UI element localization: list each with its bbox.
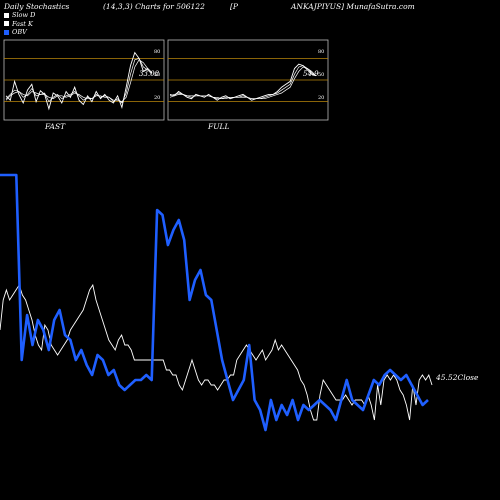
full-series-line-1 (169, 63, 317, 101)
legend-swatch-obv (4, 29, 9, 35)
full-level-80: 80 (318, 49, 324, 55)
fast-level-50: 50 (154, 72, 160, 78)
legend-swatch-fast-k (4, 21, 9, 27)
full-series-line-2 (169, 65, 317, 100)
legend-item-slow-d: Slow D (4, 11, 35, 20)
full-level-50: 50 (318, 72, 324, 78)
panel-full-label: FULL (208, 122, 230, 131)
legend-label-obv: OBV (12, 28, 27, 36)
fast-level-20: 20 (154, 95, 160, 101)
full-series-line-3 (169, 66, 317, 100)
header-symbol-site: ANKAJPIYUS] MunafaSutra.com (291, 2, 415, 11)
fast-series-line-1 (5, 51, 153, 111)
fast-series-line-2 (5, 57, 153, 104)
full-level-20: 20 (318, 95, 324, 101)
fast-value-label: 33.08 (139, 70, 160, 78)
header-params: (14,3,3) Charts for 506122 (103, 2, 205, 11)
legend-item-obv: OBV (4, 28, 35, 37)
fast-level-80: 80 (154, 49, 160, 55)
price-line (0, 283, 433, 421)
full-value-label: 54.9 (303, 70, 319, 78)
close-label: 45.52Close (436, 373, 479, 382)
header-title: Daily Stochastics (4, 2, 70, 11)
legend: Slow D Fast K OBV (4, 11, 35, 37)
fast-series-line-3 (5, 59, 153, 102)
obv-line (0, 173, 429, 432)
panel-fast-label: FAST (45, 122, 66, 131)
legend-label-slow-d: Slow D (12, 11, 36, 19)
legend-swatch-slow-d (4, 12, 9, 18)
legend-label-fast-k: Fast K (12, 19, 33, 28)
legend-item-fast-k: Fast K (4, 20, 35, 29)
header-symbol-start: [P (230, 2, 238, 11)
